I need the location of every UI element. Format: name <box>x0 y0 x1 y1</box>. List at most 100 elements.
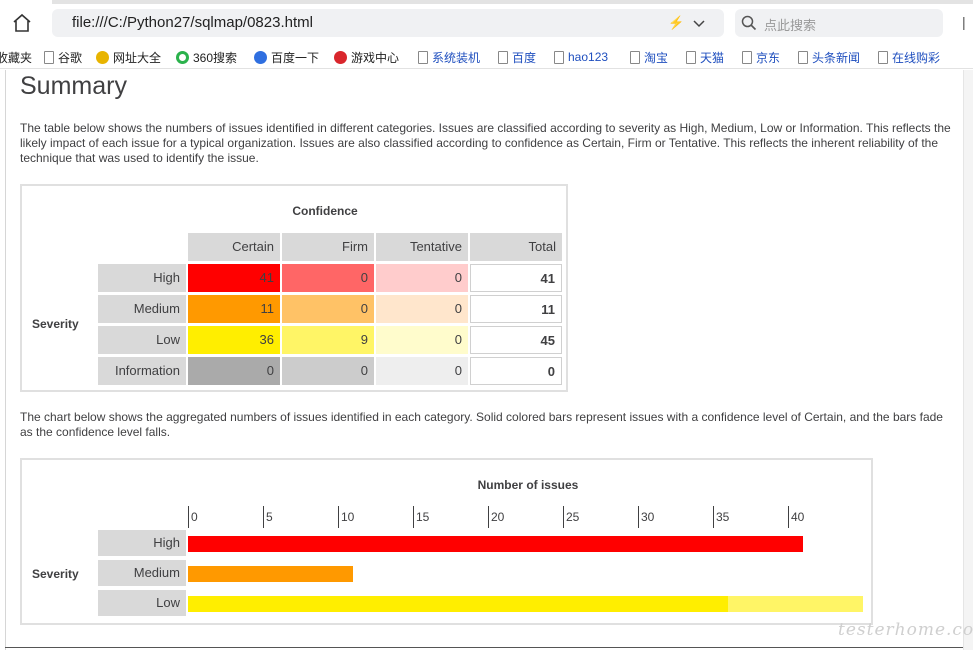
bookmark-label: 京东 <box>756 50 781 65</box>
row-label: High <box>98 264 186 292</box>
count-cell: 0 <box>282 295 374 323</box>
x-tick-label: 20 <box>491 510 505 524</box>
bookmark-label: 淘宝 <box>644 50 669 65</box>
confidence-heading: Confidence <box>292 204 358 218</box>
category-label: High <box>98 530 186 556</box>
total-cell: 0 <box>470 357 562 385</box>
watermark: testerhome.com <box>838 620 973 640</box>
bookmark-item[interactable]: 系统装机 <box>418 49 480 65</box>
bookmark-label: 百度一下 <box>271 50 320 65</box>
page-bottom-rule <box>5 647 963 648</box>
bar-certain-medium <box>188 566 353 582</box>
bookmark-item[interactable]: 头条新闻 <box>798 49 860 65</box>
chart-title: Number of issues <box>477 478 579 492</box>
x-tick-label: 10 <box>341 510 355 524</box>
page-icon <box>554 50 564 64</box>
count-cell: 0 <box>376 264 468 292</box>
bar-certain-high <box>188 536 803 552</box>
vertical-scrollbar[interactable] <box>963 70 973 650</box>
x-tick <box>713 506 714 528</box>
bookmark-label: 天猫 <box>700 50 725 65</box>
severity-heading: Severity <box>32 317 79 331</box>
issues-table-panel: Confidence Severity Certain Firm Tentative… <box>20 184 568 392</box>
report-page: Summary The table below shows the number… <box>0 70 973 650</box>
x-tick <box>263 506 264 528</box>
bar-certain-low <box>188 596 728 612</box>
page-icon <box>798 50 808 64</box>
plus-badge-icon <box>96 50 109 64</box>
home-icon[interactable] <box>11 12 33 34</box>
bookmark-label: 360搜索 <box>193 50 238 65</box>
category-label: Medium <box>98 560 186 586</box>
x-tick-label: 0 <box>191 510 198 524</box>
bookmark-item[interactable]: 百度 <box>498 49 536 65</box>
page-icon <box>418 50 428 64</box>
bookmark-item[interactable]: 淘宝 <box>630 49 668 65</box>
intro-paragraph: The table below shows the numbers of iss… <box>20 121 951 165</box>
x-tick <box>188 506 189 528</box>
bookmarks-bar: 收藏夹 谷歌 网址大全 360搜索 百度一下 游戏中心 系统装机 百度 hao123 淘宝 天猫 京东… <box>0 45 973 69</box>
count-cell: 0 <box>376 326 468 354</box>
x-tick <box>338 506 339 528</box>
lightning-icon[interactable]: ⚡ <box>668 15 685 30</box>
bookmark-item[interactable]: 谷歌 <box>44 49 82 65</box>
x-tick-label: 25 <box>566 510 580 524</box>
page-icon <box>878 50 888 64</box>
issues-chart-panel: Number of issues Severity 0 5 10 15 20 25 30 35… <box>20 458 873 625</box>
count-cell: 41 <box>188 264 280 292</box>
page-icon <box>686 50 696 64</box>
page-icon <box>630 50 640 64</box>
x-tick-label: 5 <box>266 510 273 524</box>
column-header: Firm <box>282 233 374 261</box>
bookmark-label: hao123 <box>568 50 609 64</box>
bookmark-label: 头条新闻 <box>812 50 861 65</box>
game-icon <box>334 50 347 64</box>
row-label: Medium <box>98 295 186 323</box>
browser-toolbar: file:///C:/Python27/sqlmap/0823.html ⚡ 点… <box>0 0 973 45</box>
bookmark-item[interactable]: 百度一下 <box>254 49 319 65</box>
count-cell: 0 <box>376 295 468 323</box>
search-placeholder[interactable]: 点此搜索 <box>764 18 817 33</box>
count-cell: 0 <box>282 264 374 292</box>
bookmark-item[interactable]: 天猫 <box>686 49 724 65</box>
count-cell: 0 <box>376 357 468 385</box>
bookmark-item[interactable]: 在线购彩 <box>878 49 940 65</box>
page-title: Summary <box>20 72 127 100</box>
x-tick <box>488 506 489 528</box>
search-box[interactable]: 点此搜索 <box>735 9 943 37</box>
tab-strip <box>52 0 973 4</box>
bookmark-label: 游戏中心 <box>351 50 400 65</box>
count-cell: 11 <box>188 295 280 323</box>
bookmark-item[interactable]: 游戏中心 <box>334 49 399 65</box>
bookmark-item[interactable]: 收藏夹 <box>0 49 32 65</box>
address-bar[interactable]: file:///C:/Python27/sqlmap/0823.html ⚡ <box>52 9 724 37</box>
x-tick-label: 15 <box>416 510 430 524</box>
chevron-down-icon[interactable] <box>692 16 706 30</box>
address-url[interactable]: file:///C:/Python27/sqlmap/0823.html <box>72 14 313 31</box>
column-header: Total <box>470 233 562 261</box>
chart-severity-label: Severity <box>32 567 79 581</box>
bookmark-label: 谷歌 <box>58 50 83 65</box>
x-tick <box>563 506 564 528</box>
more-menu-icon[interactable]: | <box>962 14 966 30</box>
bookmark-label: 收藏夹 <box>0 50 33 65</box>
bar-firm-low <box>728 596 863 612</box>
row-label: Information <box>98 357 186 385</box>
column-header: Tentative <box>376 233 468 261</box>
bookmark-label: 系统装机 <box>432 50 481 65</box>
bookmark-item[interactable]: 京东 <box>742 49 780 65</box>
bookmark-item[interactable]: 网址大全 <box>96 49 161 65</box>
page-icon <box>44 50 54 64</box>
x-tick-label: 35 <box>716 510 730 524</box>
bookmark-item[interactable]: 360搜索 <box>176 49 237 65</box>
bookmark-label: 百度 <box>512 50 537 65</box>
page-icon <box>498 50 508 64</box>
x-tick-label: 30 <box>641 510 655 524</box>
total-cell: 41 <box>470 264 562 292</box>
bookmark-item[interactable]: hao123 <box>554 49 608 65</box>
x-tick <box>788 506 789 528</box>
count-cell: 9 <box>282 326 374 354</box>
x-tick-label: 40 <box>791 510 805 524</box>
ring-icon <box>176 50 189 64</box>
category-label: Low <box>98 590 186 616</box>
